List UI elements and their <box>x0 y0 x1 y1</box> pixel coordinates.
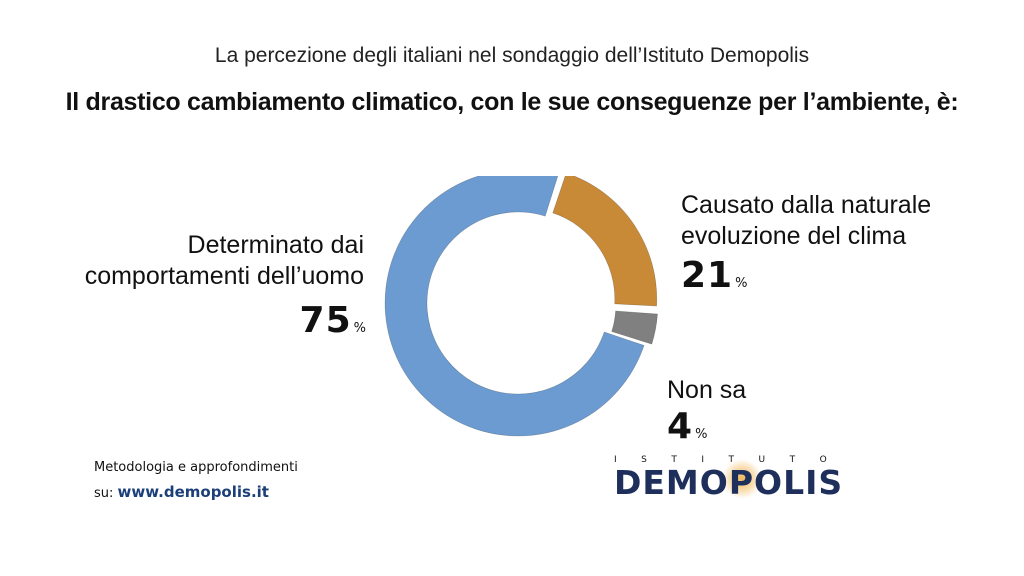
label-natural-causes-line2: evoluzione del clima <box>681 222 907 250</box>
label-human-causes: Determinato dai comportamenti dell’uomo <box>4 230 364 292</box>
footer-prefix: su: <box>94 486 118 501</box>
label-human-causes-line2: comportamenti dell’uomo <box>84 262 364 290</box>
label-dont-know-line1: Non sa <box>667 376 747 404</box>
value-natural-causes: 21% <box>681 255 747 296</box>
slice-dont-know <box>611 310 658 345</box>
value-human-causes-percent: % <box>353 321 366 336</box>
value-dont-know: 4% <box>667 406 707 447</box>
value-dont-know-number: 4 <box>667 406 694 447</box>
value-natural-causes-number: 21 <box>681 255 734 296</box>
label-natural-causes-line1: Causato dalla naturale <box>681 191 932 219</box>
logo-main-text: DEMOPOLIS <box>614 463 844 502</box>
chart-subtitle: La percezione degli italiani nel sondagg… <box>214 44 810 67</box>
footer-url-link[interactable]: www.demopolis.it <box>117 483 269 501</box>
slice-natural-causes <box>552 176 658 307</box>
slice-human-causes <box>384 176 645 437</box>
logo-istituto-text: ISTITUTO <box>614 455 876 465</box>
value-human-causes-number: 75 <box>299 300 352 341</box>
logo-glow-decoration <box>722 459 762 499</box>
label-dont-know: Non sa <box>667 375 746 406</box>
label-natural-causes: Causato dalla naturale evoluzione del cl… <box>681 190 931 252</box>
value-natural-causes-percent: % <box>735 276 748 291</box>
demopolis-logo: ISTITUTO DEMOPOLIS <box>614 455 876 502</box>
footer-link-row: su: www.demopolis.it <box>94 480 298 506</box>
footer-methodology: Metodologia e approfondimenti <box>94 460 298 475</box>
label-human-causes-line1: Determinato dai <box>187 231 364 259</box>
value-human-causes: 75% <box>300 300 366 341</box>
value-dont-know-percent: % <box>695 427 708 442</box>
chart-title: Il drastico cambiamento climatico, con l… <box>65 88 959 116</box>
donut-chart <box>384 176 658 437</box>
logo-main-wordmark: DEMOPOLIS <box>614 459 876 502</box>
footer-note: Metodologia e approfondimenti su: www.de… <box>94 456 298 506</box>
